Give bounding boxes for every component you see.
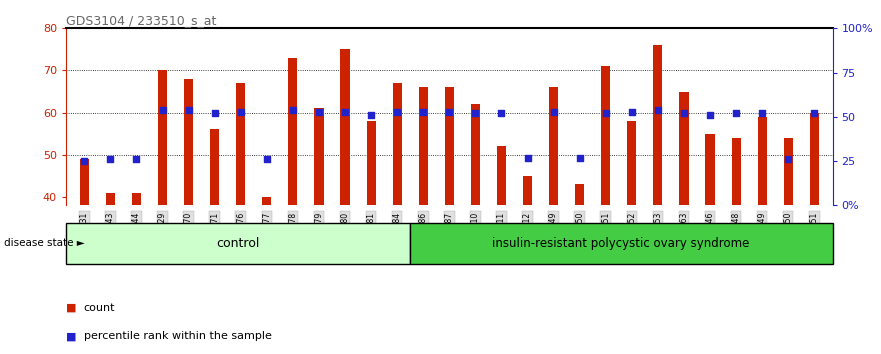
Bar — [263, 197, 271, 205]
Point — [651, 107, 665, 113]
Point — [312, 109, 326, 114]
Text: control: control — [216, 237, 260, 250]
Bar — [236, 83, 245, 205]
Point — [546, 109, 560, 114]
Bar — [497, 146, 506, 205]
Bar — [627, 121, 636, 205]
Text: GDS3104 / 233510_s_at: GDS3104 / 233510_s_at — [66, 14, 217, 27]
Point — [208, 110, 222, 116]
Text: ■: ■ — [66, 303, 77, 313]
Point — [390, 109, 404, 114]
Point — [573, 155, 587, 160]
Point — [364, 112, 378, 118]
Bar — [418, 87, 428, 205]
Bar — [758, 117, 766, 205]
Bar — [575, 184, 584, 205]
Point — [599, 110, 613, 116]
Bar — [158, 70, 167, 205]
Text: disease state ►: disease state ► — [4, 238, 85, 249]
Bar — [445, 87, 454, 205]
Bar — [340, 50, 350, 205]
Point — [729, 110, 744, 116]
Bar — [184, 79, 193, 205]
Point — [469, 110, 483, 116]
Bar — [784, 138, 793, 205]
Text: count: count — [84, 303, 115, 313]
Bar — [731, 138, 741, 205]
Point — [442, 109, 456, 114]
Bar — [810, 113, 818, 205]
Text: percentile rank within the sample: percentile rank within the sample — [84, 331, 271, 341]
Point — [233, 109, 248, 114]
Bar — [366, 121, 375, 205]
Bar — [470, 104, 480, 205]
Bar — [315, 108, 323, 205]
Point — [521, 155, 535, 160]
Point — [181, 107, 196, 113]
Bar — [549, 87, 559, 205]
Point — [155, 107, 169, 113]
Point — [807, 110, 821, 116]
Bar — [654, 45, 663, 205]
Point — [130, 156, 144, 162]
Point — [494, 110, 508, 116]
Bar — [601, 66, 611, 205]
Bar — [80, 159, 89, 205]
Text: ■: ■ — [66, 331, 77, 341]
Bar — [132, 193, 141, 205]
Point — [416, 109, 430, 114]
Text: insulin-resistant polycystic ovary syndrome: insulin-resistant polycystic ovary syndr… — [492, 237, 750, 250]
Bar — [706, 134, 714, 205]
Point — [285, 107, 300, 113]
Point — [260, 156, 274, 162]
Bar — [106, 193, 115, 205]
Point — [703, 112, 717, 118]
Point — [625, 109, 639, 114]
Bar — [679, 92, 689, 205]
Bar — [210, 130, 219, 205]
Point — [755, 110, 769, 116]
Point — [78, 158, 92, 164]
Point — [103, 156, 117, 162]
Bar — [393, 83, 402, 205]
Bar — [288, 58, 298, 205]
Bar — [523, 176, 532, 205]
Point — [677, 110, 691, 116]
Point — [338, 109, 352, 114]
Point — [781, 156, 796, 162]
